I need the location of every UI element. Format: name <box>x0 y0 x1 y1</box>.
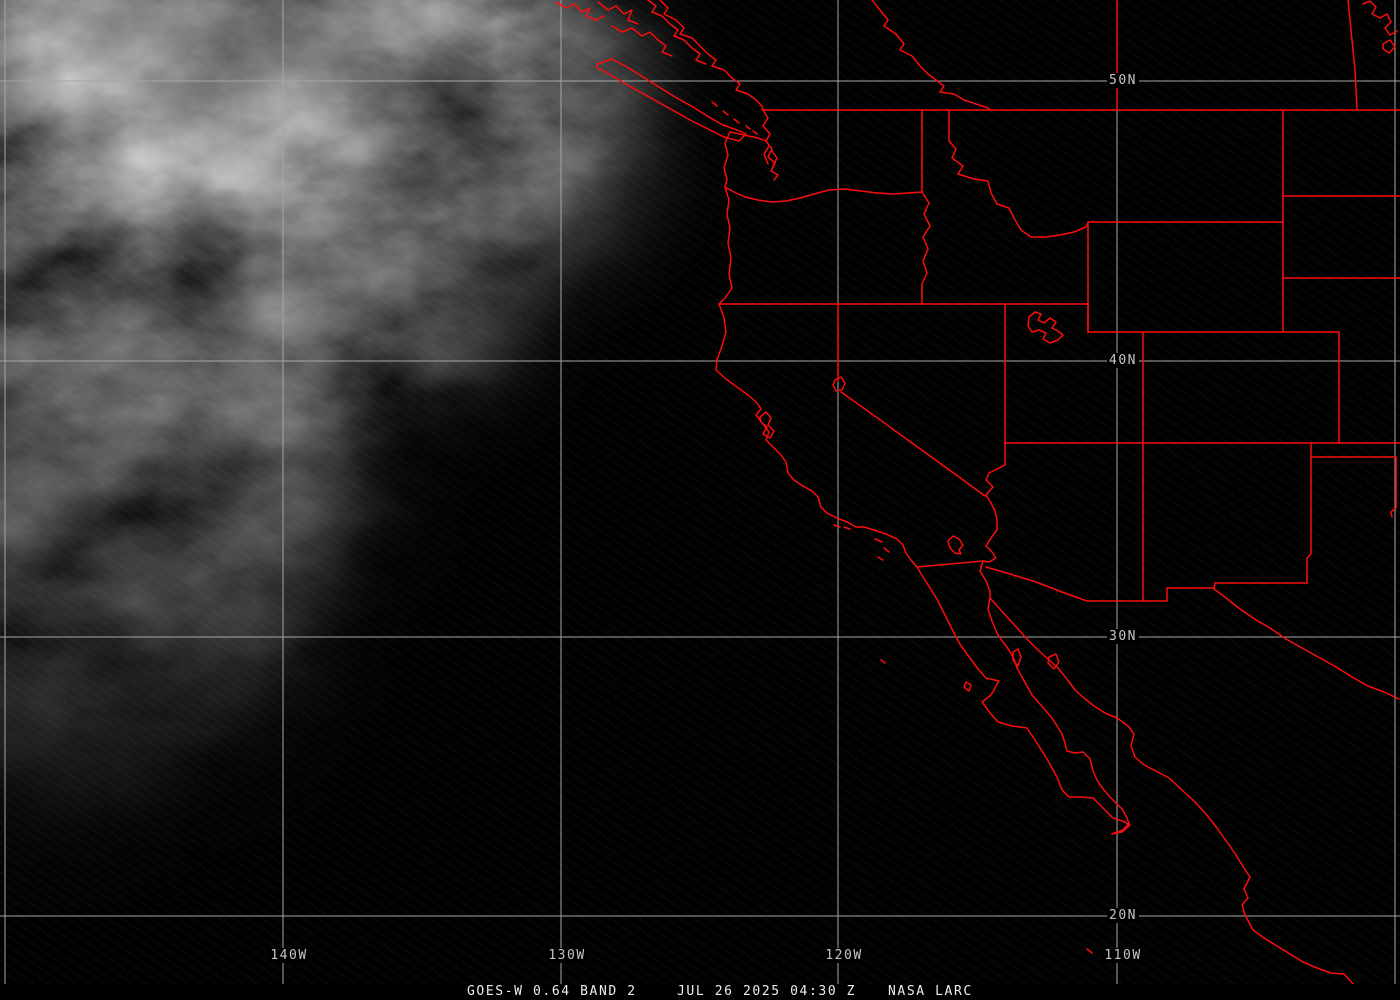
caption-product: GOES-W 0.64 BAND 2 <box>467 984 637 999</box>
lake-tahoe <box>832 376 846 392</box>
wa-north-coast <box>762 109 771 142</box>
border-id-west <box>921 109 931 305</box>
lon-label-140W: 140W <box>268 948 310 963</box>
baja-east-coast <box>987 597 1130 835</box>
lat-label-40N: 40N <box>1107 353 1139 368</box>
bc-mainland-coast <box>659 0 764 111</box>
colorado-river <box>979 442 1006 599</box>
or-coast <box>718 186 733 305</box>
bc-islands-north <box>555 0 707 65</box>
border-wa-or <box>724 186 923 203</box>
gulf-islands <box>1012 648 1060 670</box>
manitoba-lakes <box>1362 0 1398 54</box>
border-tx-panhandle <box>1390 456 1397 518</box>
caption-credit: NASA LARC <box>888 984 973 999</box>
lon-label-110W: 110W <box>1102 948 1144 963</box>
great-salt-lake <box>1027 311 1064 344</box>
border-ca-nv <box>837 303 986 497</box>
channel-islands <box>833 524 890 561</box>
pacific-islands <box>880 659 1093 954</box>
border-ut-north <box>1004 303 1089 333</box>
border-bc-ab <box>871 0 991 111</box>
wa-coast <box>723 131 731 188</box>
caption-datetime: JUL 26 2025 04:30 Z <box>677 984 857 999</box>
vancouver-island <box>596 58 747 142</box>
border-us-mexico-west <box>916 560 1215 602</box>
strait-juan-de-fuca <box>729 131 767 142</box>
mx-mainland-coast <box>989 597 1371 1000</box>
salton-sea <box>947 535 964 555</box>
border-id-mt <box>948 109 1089 238</box>
lat-label-20N: 20N <box>1107 908 1139 923</box>
lon-label-120W: 120W <box>823 948 865 963</box>
baja-west-coast <box>916 566 1131 835</box>
coastal-islands <box>711 101 758 135</box>
ca-coast <box>715 303 918 568</box>
border-sk-mb <box>1347 0 1358 110</box>
border-nm-east <box>1306 442 1312 584</box>
border-rio-grande <box>1213 582 1400 700</box>
lat-label-50N: 50N <box>1107 73 1139 88</box>
caption-bar: GOES-W 0.64 BAND 2 JUL 26 2025 04:30 Z N… <box>0 984 1400 1000</box>
puget-sound <box>763 140 779 181</box>
lat-label-30N: 30N <box>1107 629 1139 644</box>
lon-label-130W: 130W <box>546 948 588 963</box>
san-francisco-bay <box>759 411 775 439</box>
